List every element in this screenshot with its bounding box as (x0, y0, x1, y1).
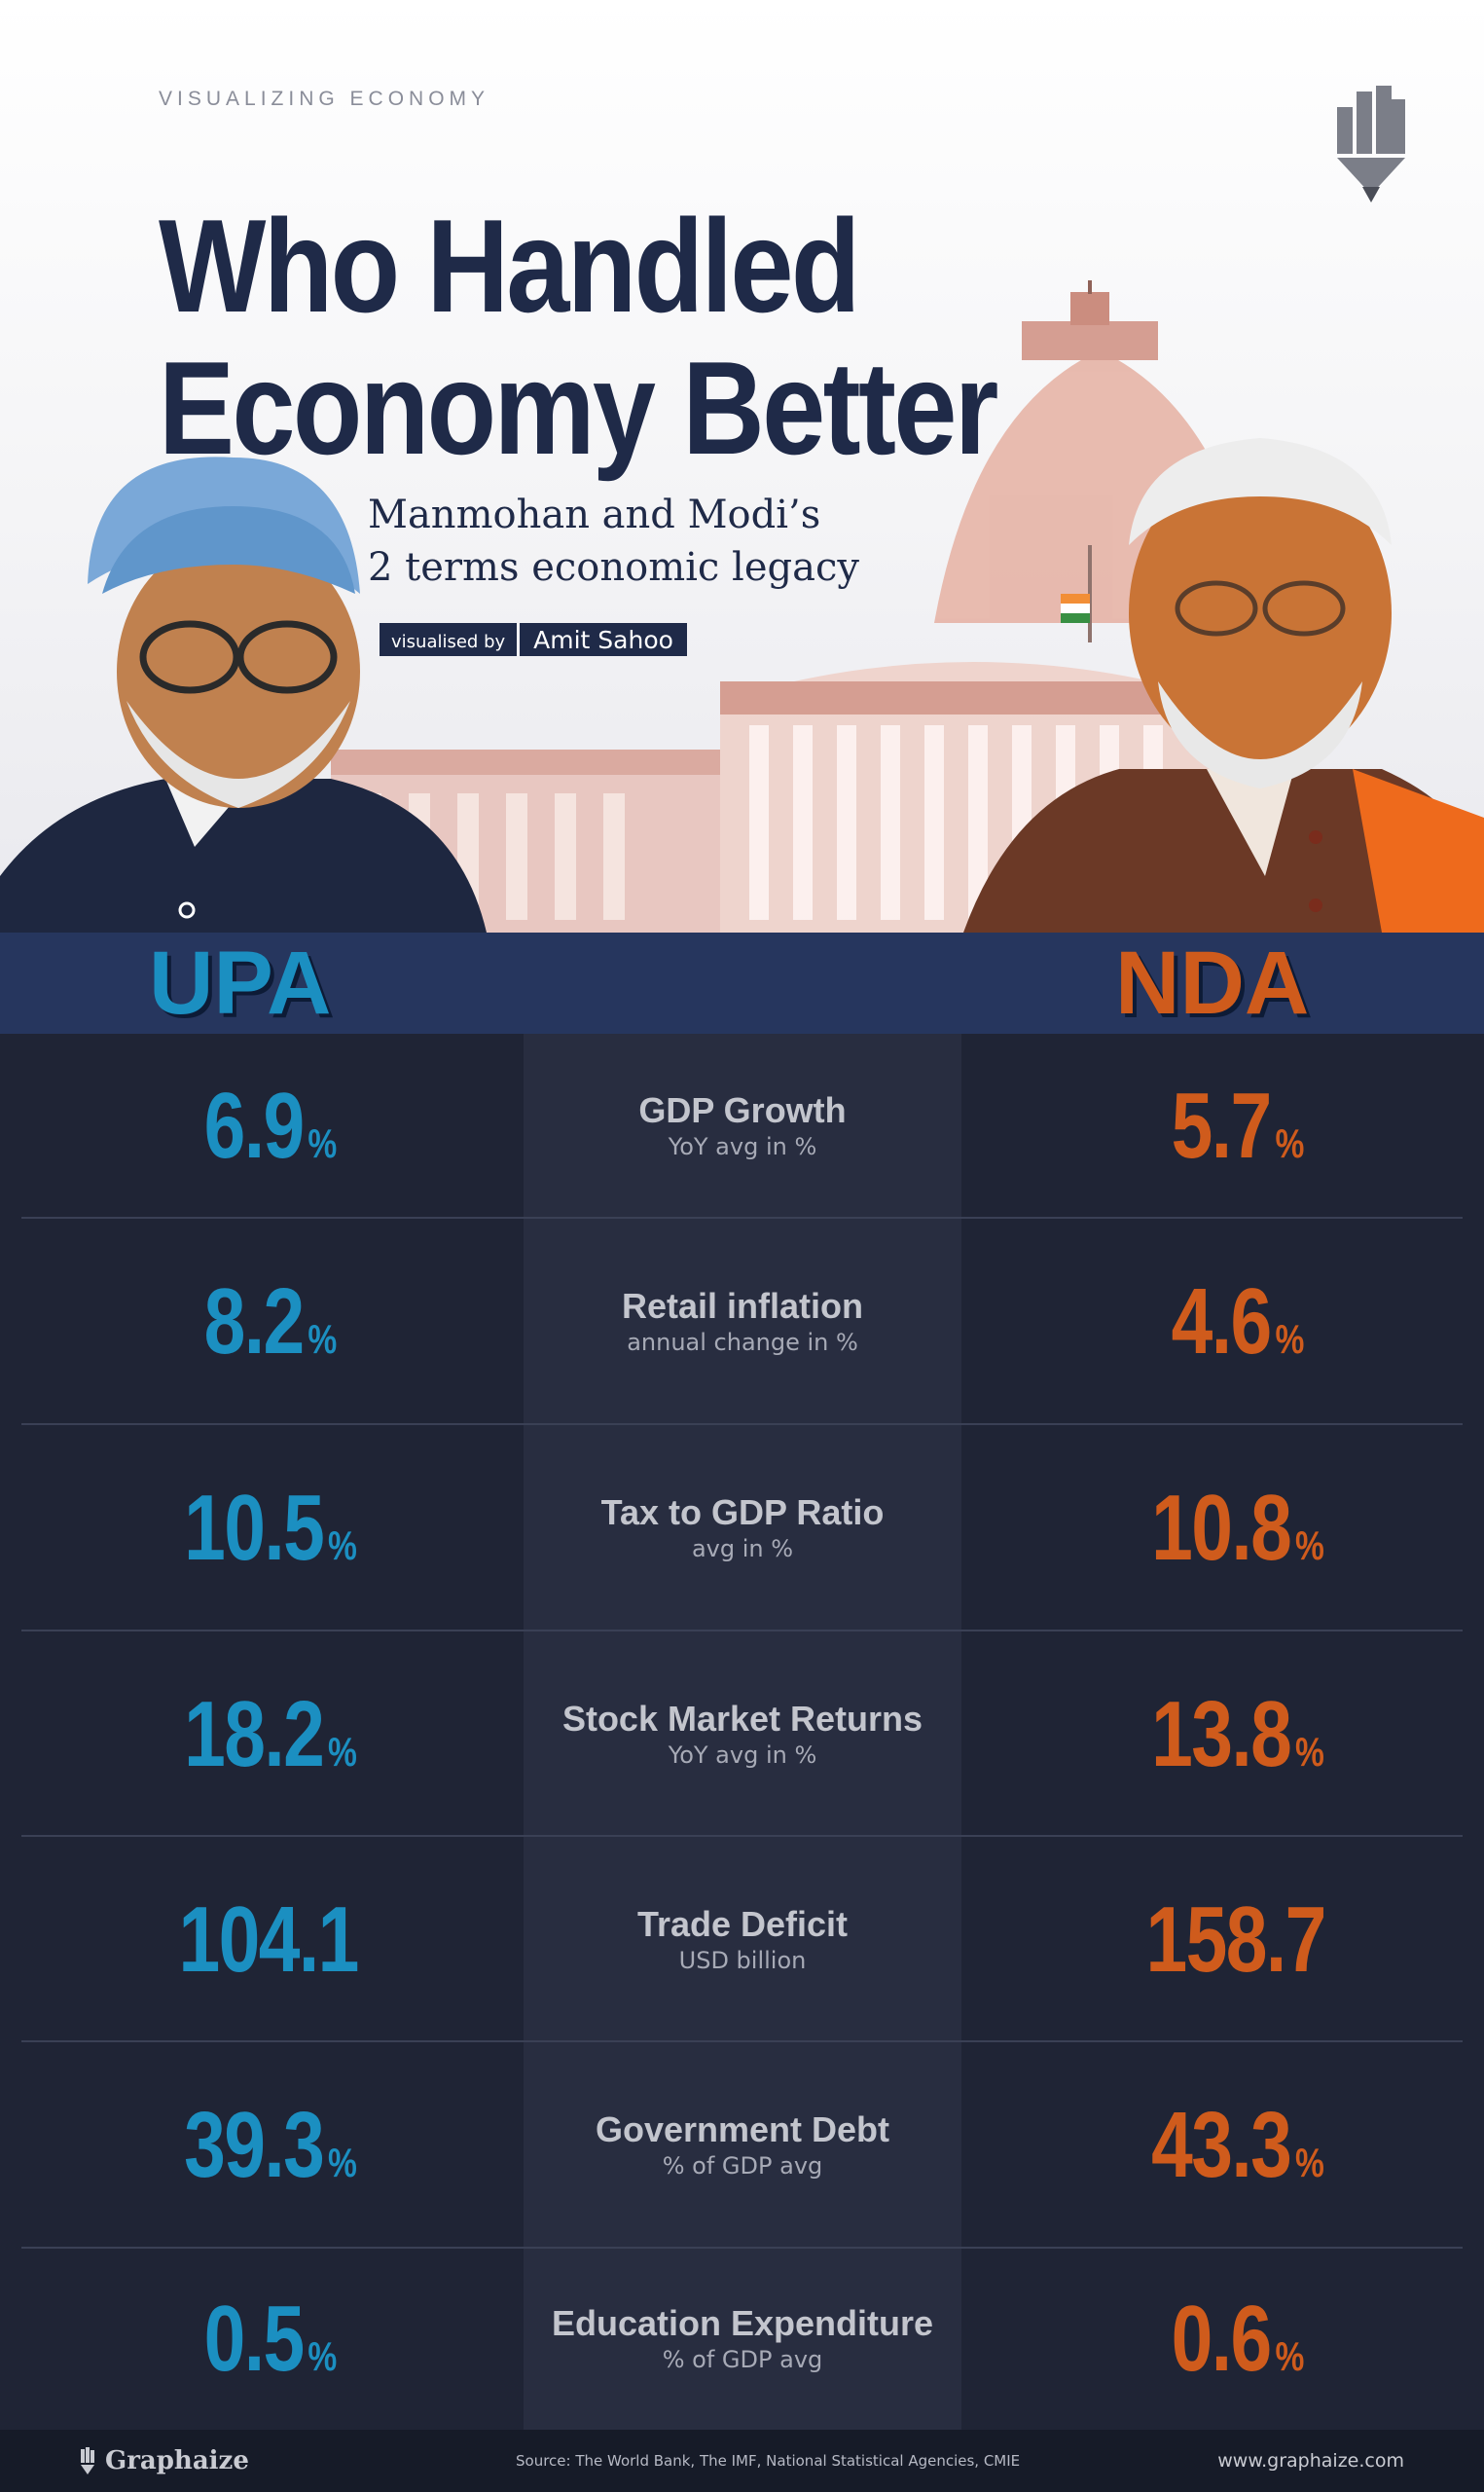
subtitle-line-1: Manmohan and Modi’s (368, 493, 821, 537)
page-title: Who Handled Economy Better (159, 192, 998, 482)
upa-unit: % (308, 1316, 338, 1362)
title-line-1: Who Handled (159, 192, 860, 340)
page-subtitle: Manmohan and Modi’s 2 terms economic leg… (368, 489, 859, 594)
nda-value: 0.6% (1172, 2286, 1305, 2393)
nda-number: 0.6 (1171, 2287, 1273, 2391)
metric-column-background (524, 1034, 961, 2430)
metric-subtitle: USD billion (678, 1946, 807, 1974)
upa-number: 39.3 (184, 2093, 325, 2197)
credit-label: visualised by (380, 623, 518, 656)
nda-number: 43.3 (1151, 2093, 1292, 2197)
nda-number: 13.8 (1151, 1681, 1292, 1786)
nda-number: 5.7 (1171, 1074, 1273, 1178)
row-divider (21, 1423, 1463, 1425)
nda-number: 10.8 (1151, 1476, 1292, 1580)
nda-number: 4.6 (1171, 1269, 1273, 1374)
metric-name: Government Debt (595, 2109, 890, 2149)
metric-subtitle: YoY avg in % (668, 1133, 817, 1160)
nda-number: 158.7 (1145, 1887, 1327, 1992)
pencil-bars-icon (1337, 86, 1405, 202)
metric-cell: Trade Deficit USD billion (524, 1904, 961, 1976)
upa-value: 18.2% (184, 1681, 357, 1788)
nda-value: 13.8% (1151, 1681, 1324, 1788)
author-credit: visualised by Amit Sahoo (380, 623, 687, 656)
footer: Graphaize Source: The World Bank, The IM… (0, 2430, 1484, 2492)
nda-value: 158.7 (1146, 1887, 1330, 1994)
table-row: 6.9% GDP Growth YoY avg in % 5.7% (0, 1034, 1484, 1219)
upa-unit: % (327, 1728, 357, 1775)
nda-value: 4.6% (1172, 1268, 1305, 1375)
nda-unit: % (1294, 2140, 1324, 2185)
upa-number: 104.1 (178, 1887, 360, 1992)
modi-portrait-image (963, 438, 1484, 933)
table-row: 8.2% Retail inflation annual change in %… (0, 1219, 1484, 1425)
nda-unit: % (1294, 1522, 1324, 1568)
metric-cell: GDP Growth YoY avg in % (524, 1090, 961, 1162)
upa-heading: UPA (149, 934, 332, 1033)
metric-name: Trade Deficit (636, 1903, 849, 1944)
metric-cell: Tax to GDP Ratio avg in % (524, 1492, 961, 1564)
nda-unit: % (1275, 1316, 1305, 1362)
manmohan-portrait-image (0, 457, 487, 933)
nda-unit: % (1294, 1728, 1324, 1775)
metric-name: GDP Growth (638, 1090, 847, 1130)
title-line-2: Economy Better (159, 334, 998, 482)
metric-name: Tax to GDP Ratio (600, 1492, 885, 1532)
eyebrow-label: VISUALIZING ECONOMY (159, 88, 490, 110)
row-divider (21, 2247, 1463, 2249)
metric-subtitle: % of GDP avg (662, 2346, 823, 2373)
footer-url[interactable]: www.graphaize.com (1217, 2450, 1404, 2472)
upa-unit: % (327, 1522, 357, 1568)
table-row: 0.5% Education Expenditure % of GDP avg … (0, 2249, 1484, 2430)
metric-name: Education Expenditure (551, 2303, 934, 2343)
metric-cell: Stock Market Returns YoY avg in % (524, 1699, 961, 1771)
upa-number: 0.5 (203, 2287, 306, 2391)
upa-value: 6.9% (204, 1073, 338, 1180)
subtitle-line-2: 2 terms economic legacy (368, 545, 859, 590)
upa-value: 39.3% (184, 2092, 357, 2199)
upa-number: 8.2 (203, 1269, 306, 1374)
upa-number: 10.5 (184, 1476, 325, 1580)
table-row: 104.1 Trade Deficit USD billion 158.7 (0, 1837, 1484, 2042)
upa-unit: % (308, 1120, 338, 1166)
upa-value: 8.2% (204, 1268, 338, 1375)
metric-cell: Retail inflation annual change in % (524, 1286, 961, 1358)
row-divider (21, 2040, 1463, 2042)
upa-value: 10.5% (184, 1475, 357, 1582)
footer-source: Source: The World Bank, The IMF, Nationa… (516, 2452, 1021, 2470)
table-row: 18.2% Stock Market Returns YoY avg in % … (0, 1631, 1484, 1837)
credit-name: Amit Sahoo (520, 623, 687, 656)
nda-unit: % (1275, 1120, 1305, 1166)
nda-value: 43.3% (1151, 2092, 1324, 2199)
table-row: 39.3% Government Debt % of GDP avg 43.3% (0, 2042, 1484, 2249)
hero-banner: VISUALIZING ECONOMY Who Handled Economy … (0, 0, 1484, 933)
row-divider (21, 1835, 1463, 1837)
pencil-icon (81, 2447, 94, 2474)
nda-value: 10.8% (1151, 1475, 1324, 1582)
metric-subtitle: avg in % (691, 1535, 794, 1562)
upa-value: 104.1 (179, 1887, 363, 1994)
metric-name: Retail inflation (621, 1286, 863, 1326)
metric-subtitle: % of GDP avg (662, 2152, 823, 2180)
metric-cell: Education Expenditure % of GDP avg (524, 2303, 961, 2375)
metric-name: Stock Market Returns (561, 1698, 923, 1739)
metric-cell: Government Debt % of GDP avg (524, 2109, 961, 2181)
upa-number: 18.2 (184, 1681, 325, 1786)
nda-value: 5.7% (1172, 1073, 1305, 1180)
row-divider (21, 1630, 1463, 1631)
upa-unit: % (327, 2140, 357, 2185)
nda-heading: NDA (1115, 934, 1310, 1033)
row-divider (21, 1217, 1463, 1219)
upa-unit: % (308, 2333, 338, 2379)
upa-value: 0.5% (204, 2286, 338, 2393)
metric-subtitle: YoY avg in % (668, 1741, 817, 1769)
nda-unit: % (1275, 2333, 1305, 2379)
table-row: 10.5% Tax to GDP Ratio avg in % 10.8% (0, 1425, 1484, 1631)
footer-brand-name: Graphaize (105, 2446, 249, 2475)
hero-illustration (0, 280, 1484, 933)
metric-subtitle: annual change in % (627, 1329, 858, 1356)
upa-number: 6.9 (203, 1074, 306, 1178)
comparison-table: 6.9% GDP Growth YoY avg in % 5.7% 8.2% R… (0, 1034, 1484, 2430)
comparison-header-bar (0, 933, 1484, 1034)
